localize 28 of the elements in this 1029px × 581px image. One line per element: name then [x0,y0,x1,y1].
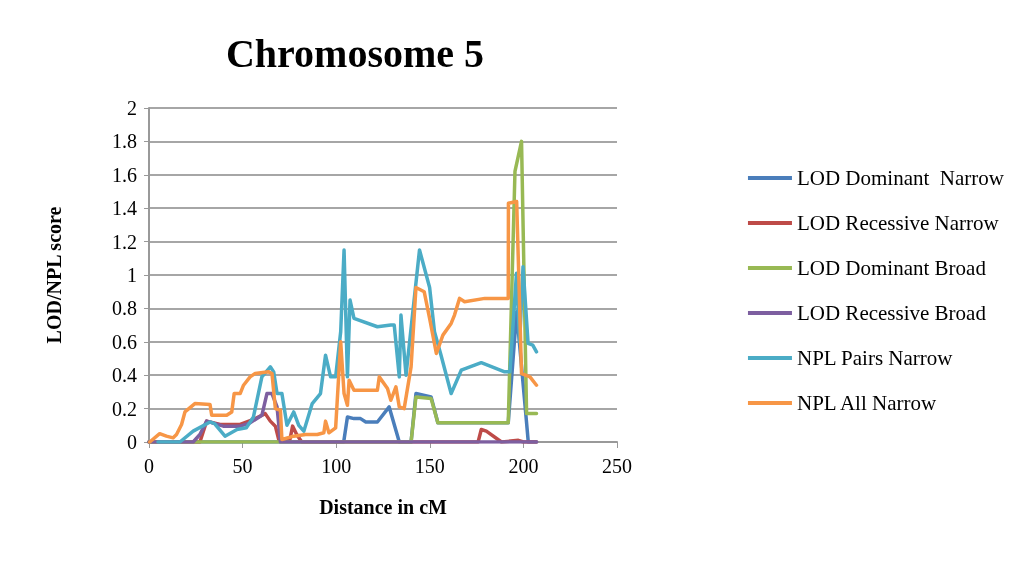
y-tick-label: 1 [127,264,137,286]
x-tick-label: 0 [144,455,154,477]
legend-label: NPL All Narrow [796,391,937,415]
y-tick-label: 0 [127,431,137,453]
x-tick-label: 250 [602,455,632,477]
y-tick-label: 0.6 [112,330,137,353]
legend-label: LOD Dominant Broad [796,256,987,280]
x-tick-label: 200 [508,455,539,477]
legend-label: LOD Dominant Narrow [796,166,1005,190]
y-tick-label: 1.8 [112,130,137,153]
legend-label: LOD Recessive Broad [796,301,987,325]
y-tick-label: 1.6 [112,163,137,186]
line-series [148,199,539,444]
x-tick-label: 50 [232,455,253,477]
legend-label: LOD Recessive Narrow [796,211,1000,235]
y-tick-label: 1.2 [112,230,137,253]
y-tick-label: 0.4 [112,364,137,387]
x-tick-label: 100 [321,455,352,477]
x-axis-title: Distance in cM [319,496,447,518]
y-tick-label: 0.2 [112,397,137,420]
y-tick-label: 2 [127,97,137,119]
y-tick-label: 1.4 [112,197,137,220]
line-series [156,248,539,444]
chart-title: Chromosome 5 [225,30,485,76]
y-tick-label: 0.8 [112,297,137,320]
legend-label: NPL Pairs Narrow [796,346,954,370]
y-axis-title: LOD/NPL score [43,206,65,344]
x-tick-label: 150 [414,455,445,477]
